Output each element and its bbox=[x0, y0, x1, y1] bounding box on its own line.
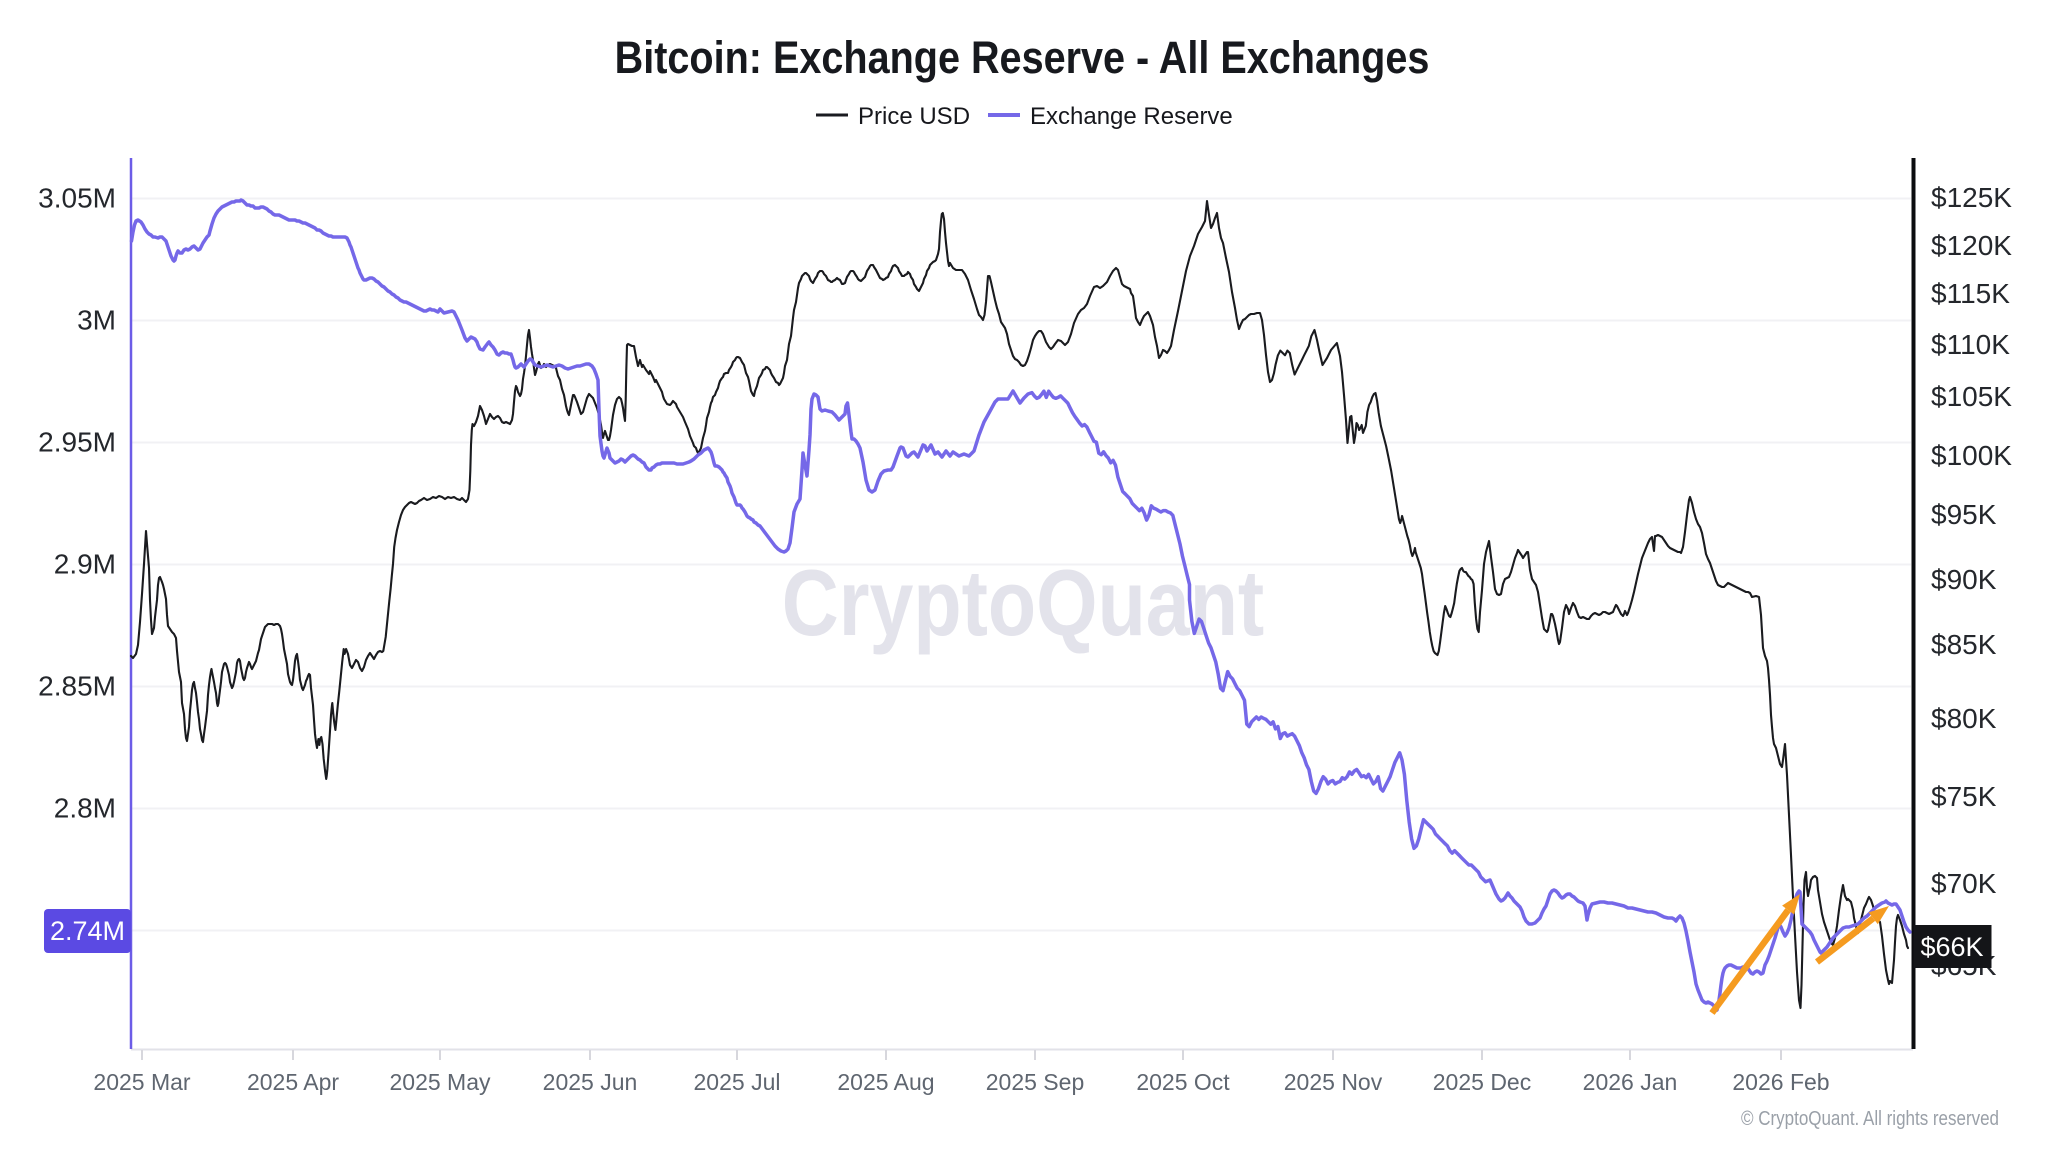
svg-text:3M: 3M bbox=[77, 305, 116, 336]
svg-text:2.95M: 2.95M bbox=[38, 427, 116, 458]
svg-text:Exchange Reserve: Exchange Reserve bbox=[1030, 103, 1233, 130]
svg-text:2025 Oct: 2025 Oct bbox=[1136, 1069, 1230, 1095]
svg-text:$70K: $70K bbox=[1931, 868, 1997, 899]
svg-text:2025 May: 2025 May bbox=[389, 1069, 491, 1095]
svg-text:2.74M: 2.74M bbox=[50, 916, 125, 946]
svg-text:$110K: $110K bbox=[1931, 329, 2010, 360]
svg-text:CryptoQuant: CryptoQuant bbox=[782, 551, 1264, 656]
svg-text:2025 Jul: 2025 Jul bbox=[694, 1069, 781, 1095]
svg-text:$95K: $95K bbox=[1931, 499, 1997, 530]
svg-text:© CryptoQuant. All rights rese: © CryptoQuant. All rights reserved bbox=[1741, 1107, 1999, 1130]
svg-text:2025 Sep: 2025 Sep bbox=[986, 1069, 1084, 1095]
svg-text:$120K: $120K bbox=[1931, 230, 2012, 261]
svg-text:Bitcoin: Exchange Reserve - Al: Bitcoin: Exchange Reserve - All Exchange… bbox=[615, 33, 1430, 83]
svg-text:$66K: $66K bbox=[1920, 932, 1983, 962]
svg-text:$90K: $90K bbox=[1931, 564, 1997, 595]
svg-text:2025 Dec: 2025 Dec bbox=[1433, 1069, 1531, 1095]
svg-text:2025 Mar: 2025 Mar bbox=[93, 1069, 191, 1095]
svg-text:2025 Apr: 2025 Apr bbox=[247, 1069, 339, 1095]
svg-text:2025 Jun: 2025 Jun bbox=[543, 1069, 638, 1095]
svg-text:$75K: $75K bbox=[1931, 781, 1997, 812]
svg-text:2025 Nov: 2025 Nov bbox=[1284, 1069, 1383, 1095]
svg-text:$115K: $115K bbox=[1931, 278, 2010, 309]
svg-text:Price USD: Price USD bbox=[858, 103, 970, 130]
svg-text:$105K: $105K bbox=[1931, 381, 2012, 412]
svg-text:$100K: $100K bbox=[1931, 440, 2012, 471]
svg-text:$125K: $125K bbox=[1931, 182, 2012, 213]
svg-text:2026 Jan: 2026 Jan bbox=[1583, 1069, 1678, 1095]
svg-text:2.85M: 2.85M bbox=[38, 671, 116, 702]
svg-text:$80K: $80K bbox=[1931, 703, 1997, 734]
svg-text:2.9M: 2.9M bbox=[54, 549, 116, 580]
svg-text:3.05M: 3.05M bbox=[38, 183, 116, 214]
svg-text:2025 Aug: 2025 Aug bbox=[837, 1069, 934, 1095]
svg-text:$85K: $85K bbox=[1931, 629, 1997, 660]
svg-text:2026 Feb: 2026 Feb bbox=[1732, 1069, 1829, 1095]
svg-text:2.8M: 2.8M bbox=[54, 793, 116, 824]
